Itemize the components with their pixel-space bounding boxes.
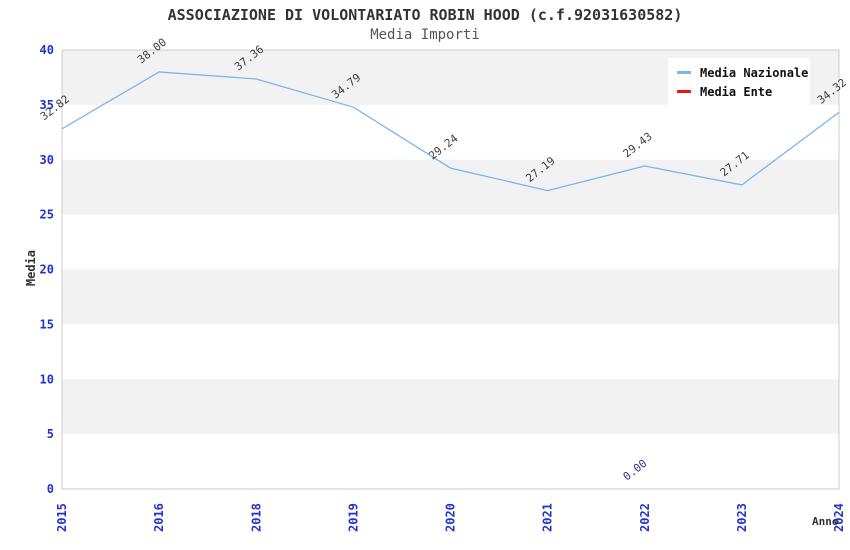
plot-band — [62, 159, 839, 215]
y-tick-label: 15 — [40, 317, 54, 331]
y-tick-label: 25 — [40, 208, 54, 222]
y-tick-label: 10 — [40, 372, 54, 386]
plot-band — [62, 269, 839, 325]
chart-title: ASSOCIAZIONE DI VOLONTARIATO ROBIN HOOD … — [167, 6, 683, 24]
x-tick-label: 2019 — [346, 503, 360, 532]
plot-border — [61, 49, 840, 490]
x-tick-label: 2023 — [735, 503, 749, 532]
legend-item-media-nazionale: Media Nazionale — [677, 63, 810, 82]
plot-band — [62, 379, 839, 435]
series-line-0 — [61, 71, 840, 192]
y-tick-label: 40 — [40, 43, 54, 57]
legend-item-media-ente: Media Ente — [677, 82, 810, 101]
x-tick-label: 2018 — [249, 503, 263, 532]
y-tick-label: 20 — [40, 263, 54, 277]
media-ente-line-swatch — [677, 90, 691, 93]
legend-label: Media Ente — [700, 84, 773, 99]
y-tick-label: 30 — [40, 153, 54, 167]
x-axis-title: Anno — [812, 515, 839, 528]
y-axis-title: Media — [24, 250, 38, 287]
legend: Media Nazionale Media Ente — [668, 58, 810, 106]
x-tick-label: 2016 — [152, 503, 166, 532]
data-label: 0.00 — [621, 457, 650, 484]
data-label: 29.43 — [621, 130, 655, 161]
x-tick-label: 2021 — [541, 503, 555, 532]
y-tick-label: 5 — [47, 427, 54, 441]
x-tick-label: 2015 — [55, 503, 69, 532]
y-tick-label: 35 — [40, 98, 54, 112]
x-tick-label: 2020 — [444, 503, 458, 532]
data-label: 29.24 — [426, 132, 460, 163]
y-tick-label: 0 — [47, 482, 54, 496]
legend-label: Media Nazionale — [700, 65, 809, 80]
chart-subtitle: Media Importi — [370, 27, 480, 43]
x-tick-label: 2024 — [832, 503, 846, 532]
media-nazionale-line-swatch — [677, 71, 691, 74]
x-tick-label: 2022 — [638, 503, 652, 532]
